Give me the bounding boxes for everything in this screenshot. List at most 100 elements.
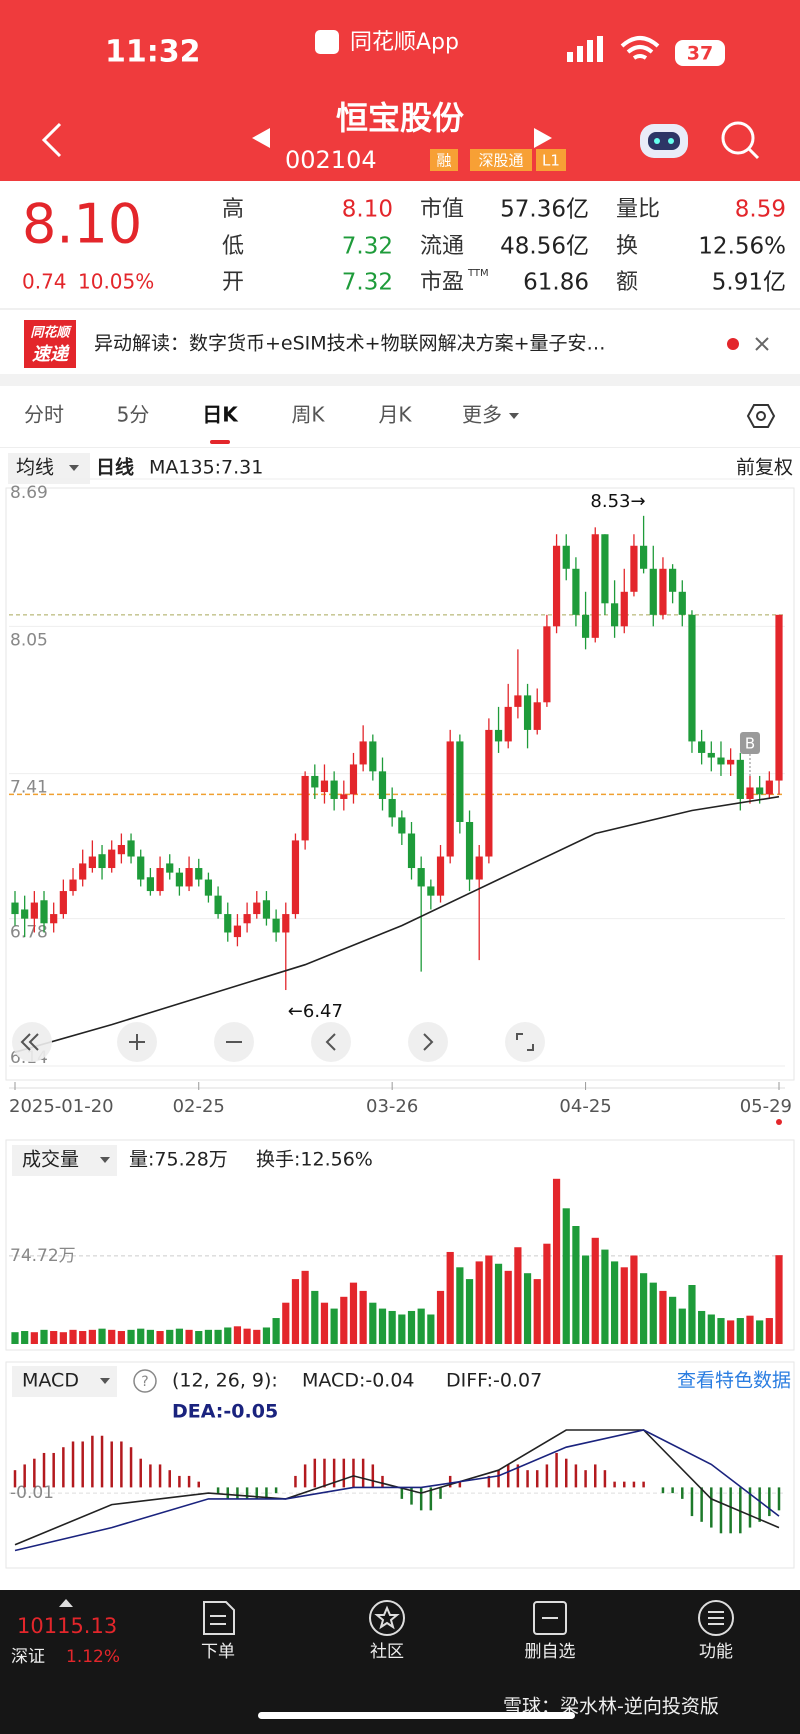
volume-bar — [427, 1314, 435, 1344]
next-stock[interactable] — [534, 128, 552, 148]
tab[interactable]: 月K — [378, 403, 412, 427]
candle-body — [21, 909, 29, 919]
quote-label: 量比 — [616, 197, 660, 222]
settings-icon-dot — [756, 411, 766, 421]
candle-body — [282, 914, 290, 933]
volume-bar — [523, 1273, 532, 1344]
volume-bar — [407, 1310, 416, 1344]
candle-body — [436, 856, 445, 896]
tab[interactable]: 5分 — [117, 403, 150, 427]
macd-select[interactable] — [12, 1366, 117, 1397]
candle-body — [243, 914, 251, 924]
search-icon[interactable] — [721, 121, 760, 160]
nav-label[interactable]: 下单 — [201, 1642, 235, 1662]
tab[interactable]: 分时 — [24, 403, 64, 427]
badge: 融 — [436, 152, 451, 170]
volume-bar — [514, 1247, 522, 1344]
volume-bar — [533, 1279, 541, 1344]
volume-panel — [5, 1139, 795, 1351]
dea-value: DEA:-0.05 — [172, 1401, 278, 1423]
candle-body — [427, 886, 435, 896]
candle-body — [349, 764, 358, 795]
tab[interactable]: 日K — [202, 403, 239, 427]
volume-bar — [146, 1329, 154, 1344]
candle-body — [669, 568, 677, 592]
chart-controls — [12, 1022, 545, 1062]
volume-bar — [610, 1261, 619, 1344]
quote-value: 5.91亿 — [712, 270, 786, 296]
badge: L1 — [542, 152, 560, 170]
control-icons — [20, 1033, 534, 1051]
adjust-mode[interactable]: 前复权 — [736, 457, 793, 479]
volume-bar — [591, 1237, 599, 1344]
candle-body — [504, 706, 512, 742]
volume-bar — [243, 1328, 251, 1344]
news-close[interactable] — [755, 337, 769, 351]
back-button[interactable] — [41, 122, 62, 158]
robot-icon[interactable] — [640, 124, 688, 158]
nav-label[interactable]: 功能 — [699, 1642, 733, 1662]
volume-bar — [678, 1308, 686, 1344]
feature-link[interactable]: 查看特色数据 — [677, 1370, 791, 1392]
candle-body — [311, 775, 319, 788]
divider — [0, 447, 800, 448]
quote-label-sup: TTM — [467, 268, 489, 279]
quote-grid: 高 8.10 市值 57.36亿 量比 8.59 低 7.32 流通 48.56亿 换 12.56% 开… — [222, 197, 786, 296]
candle-body — [746, 787, 754, 799]
volume-bar — [214, 1329, 222, 1344]
quote-value: 8.10 — [342, 197, 393, 223]
volume-indicator: 成交量 — [22, 1149, 79, 1171]
volume-bar — [369, 1302, 377, 1344]
news-logo-top: 同花顺 — [30, 325, 72, 341]
volume-bar — [166, 1329, 174, 1344]
help-icon[interactable] — [133, 1369, 157, 1393]
volume-bar — [601, 1249, 609, 1344]
candle-body — [262, 900, 271, 919]
settings-icon[interactable] — [746, 404, 776, 428]
y-tick-label: 8.69 — [10, 483, 48, 503]
x-tick-label: 05-29 — [740, 1096, 792, 1117]
candle-body — [291, 840, 300, 915]
nav-label[interactable]: 社区 — [370, 1642, 404, 1662]
candle-body — [688, 614, 696, 742]
volume-bar — [291, 1279, 300, 1344]
volume-bar — [562, 1208, 570, 1344]
nav-label[interactable]: 删自选 — [525, 1642, 576, 1662]
volume-bar — [727, 1320, 735, 1344]
quote-value: 57.36亿 — [500, 197, 589, 223]
news-dot — [727, 338, 739, 350]
prev-stock[interactable] — [252, 128, 270, 148]
y-tick-label: 6.78 — [10, 923, 48, 943]
zoom-out-all[interactable] — [12, 1022, 52, 1062]
volume-bar — [21, 1331, 29, 1344]
volume-bar — [40, 1329, 48, 1344]
candle-body — [340, 794, 348, 799]
y-tick-label: 8.05 — [10, 630, 48, 650]
candle-body — [301, 775, 309, 841]
volume-bar — [581, 1255, 590, 1344]
pan-left[interactable] — [311, 1022, 351, 1062]
fullscreen[interactable] — [505, 1022, 545, 1062]
volume-bar — [398, 1314, 406, 1344]
tab[interactable]: 周K — [291, 403, 325, 427]
pan-right[interactable] — [408, 1022, 448, 1062]
volume-bar — [543, 1243, 551, 1344]
candle-body — [775, 614, 783, 781]
news-text[interactable]: 异动解读：数字货币+eSIM技术+物联网解决方案+量子安… — [94, 333, 606, 355]
help-mark: ? — [141, 1374, 148, 1390]
quote-value: 7.32 — [342, 270, 393, 296]
y-tick-label: -0.01 — [10, 1483, 54, 1503]
bottom-nav — [0, 1590, 800, 1734]
index-name: 深证 — [11, 1647, 45, 1667]
candle-body — [456, 741, 464, 822]
tab[interactable]: 更多 — [462, 403, 502, 427]
candle-body — [224, 914, 232, 933]
quote-value: 61.86 — [523, 270, 589, 296]
candle-body — [185, 868, 193, 887]
volume-select[interactable] — [12, 1145, 117, 1176]
quote-value: 48.56亿 — [500, 234, 589, 260]
diff-value: DIFF:-0.07 — [446, 1370, 542, 1392]
news-logo-bottom: 速递 — [32, 344, 70, 365]
candle-body — [523, 695, 532, 730]
